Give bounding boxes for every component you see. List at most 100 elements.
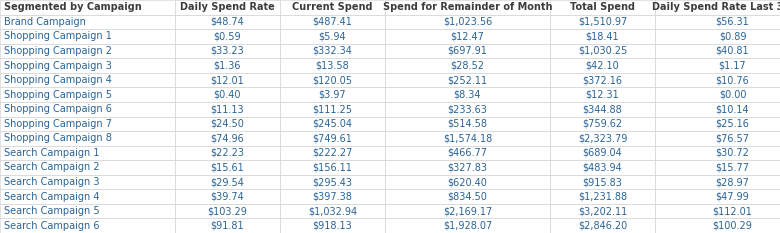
Bar [385, 189, 550, 204]
Bar [280, 146, 385, 160]
Text: $28.52: $28.52 [451, 61, 484, 71]
Text: $48.74: $48.74 [211, 17, 244, 27]
Bar [175, 160, 280, 175]
Text: $1,574.18: $1,574.18 [443, 133, 492, 143]
Bar [655, 204, 780, 219]
Bar [0, 116, 175, 131]
Bar [385, 58, 550, 73]
Text: $24.50: $24.50 [211, 119, 244, 129]
Text: $397.38: $397.38 [313, 192, 353, 202]
Bar [550, 175, 655, 189]
Bar [655, 14, 780, 29]
Text: $25.16: $25.16 [715, 119, 750, 129]
Bar [280, 87, 385, 102]
Text: Search Campaign 4: Search Campaign 4 [4, 192, 100, 202]
Bar [655, 73, 780, 87]
Text: $344.88: $344.88 [583, 104, 622, 114]
Text: $18.41: $18.41 [586, 31, 619, 41]
Text: Shopping Campaign 3: Shopping Campaign 3 [4, 61, 112, 71]
Bar [385, 146, 550, 160]
Text: Brand Campaign: Brand Campaign [4, 17, 86, 27]
Text: $12.47: $12.47 [451, 31, 484, 41]
Bar [550, 87, 655, 102]
Text: $915.83: $915.83 [583, 177, 622, 187]
Bar [655, 175, 780, 189]
Bar [280, 219, 385, 233]
Bar [385, 29, 550, 44]
Bar [0, 87, 175, 102]
Text: $47.99: $47.99 [715, 192, 750, 202]
Bar [175, 189, 280, 204]
Text: Total Spend: Total Spend [570, 2, 635, 12]
Bar [0, 58, 175, 73]
Text: Shopping Campaign 5: Shopping Campaign 5 [4, 90, 112, 100]
Text: $1,023.56: $1,023.56 [443, 17, 492, 27]
Text: $697.91: $697.91 [448, 46, 488, 56]
Text: $156.11: $156.11 [313, 162, 353, 172]
Text: $1,231.88: $1,231.88 [578, 192, 627, 202]
Text: $8.34: $8.34 [454, 90, 481, 100]
Text: Shopping Campaign 7: Shopping Campaign 7 [4, 119, 112, 129]
Bar [655, 102, 780, 116]
Text: Shopping Campaign 2: Shopping Campaign 2 [4, 46, 112, 56]
Bar [655, 219, 780, 233]
Text: $10.76: $10.76 [715, 75, 750, 85]
Text: $3,202.11: $3,202.11 [578, 206, 627, 216]
Text: $749.61: $749.61 [313, 133, 353, 143]
Bar [280, 116, 385, 131]
Bar [655, 116, 780, 131]
Bar [280, 0, 385, 14]
Bar [655, 131, 780, 146]
Text: $28.97: $28.97 [715, 177, 750, 187]
Bar [175, 0, 280, 14]
Bar [550, 29, 655, 44]
Bar [175, 219, 280, 233]
Text: $29.54: $29.54 [211, 177, 244, 187]
Bar [0, 146, 175, 160]
Text: Search Campaign 2: Search Campaign 2 [4, 162, 100, 172]
Bar [550, 44, 655, 58]
Bar [0, 160, 175, 175]
Text: $12.31: $12.31 [586, 90, 619, 100]
Text: $15.61: $15.61 [211, 162, 244, 172]
Text: Segmented by Campaign: Segmented by Campaign [4, 2, 142, 12]
Bar [0, 14, 175, 29]
Bar [550, 160, 655, 175]
Bar [550, 146, 655, 160]
Text: $3.97: $3.97 [319, 90, 346, 100]
Text: $483.94: $483.94 [583, 162, 622, 172]
Bar [655, 58, 780, 73]
Bar [175, 204, 280, 219]
Bar [175, 14, 280, 29]
Bar [175, 175, 280, 189]
Text: $2,169.17: $2,169.17 [443, 206, 492, 216]
Bar [655, 160, 780, 175]
Bar [280, 58, 385, 73]
Text: $759.62: $759.62 [583, 119, 622, 129]
Text: $1.17: $1.17 [718, 61, 746, 71]
Text: $327.83: $327.83 [448, 162, 488, 172]
Bar [655, 189, 780, 204]
Bar [550, 116, 655, 131]
Bar [175, 146, 280, 160]
Text: Search Campaign 1: Search Campaign 1 [4, 148, 100, 158]
Bar [0, 131, 175, 146]
Text: $233.63: $233.63 [448, 104, 488, 114]
Bar [655, 146, 780, 160]
Bar [385, 44, 550, 58]
Bar [550, 73, 655, 87]
Text: $245.04: $245.04 [313, 119, 353, 129]
Text: $0.40: $0.40 [214, 90, 241, 100]
Bar [175, 58, 280, 73]
Bar [385, 219, 550, 233]
Text: $620.40: $620.40 [448, 177, 488, 187]
Bar [175, 87, 280, 102]
Text: $39.74: $39.74 [211, 192, 244, 202]
Text: $834.50: $834.50 [448, 192, 488, 202]
Text: $76.57: $76.57 [715, 133, 750, 143]
Text: Shopping Campaign 1: Shopping Campaign 1 [4, 31, 112, 41]
Text: Shopping Campaign 8: Shopping Campaign 8 [4, 133, 112, 143]
Bar [0, 175, 175, 189]
Text: $1,032.94: $1,032.94 [308, 206, 357, 216]
Bar [175, 73, 280, 87]
